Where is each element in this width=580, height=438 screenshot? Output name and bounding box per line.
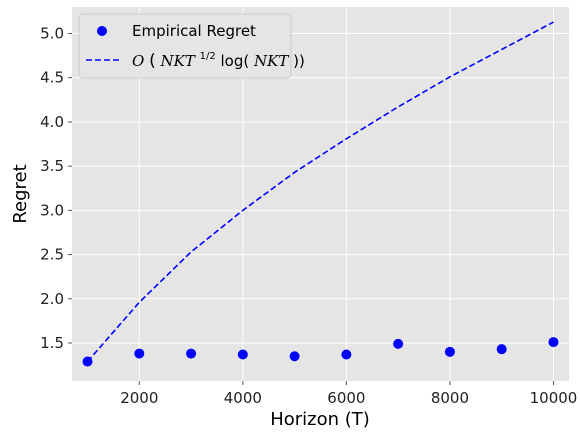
x-tick-label: 4000 [224,389,262,407]
legend-bound-o: O [132,52,144,70]
empirical-regret-point [186,348,197,359]
empirical-regret-point [496,344,507,355]
legend-box [78,13,292,79]
x-tick-label: 10000 [530,389,578,407]
legend: Empirical Regret O ( NKT 1/2 log( NKT )) [78,13,305,79]
y-tick-label: 4.0 [40,113,64,131]
empirical-regret-point [444,346,455,357]
legend-bound-nkt: NKT [160,52,196,70]
empirical-regret-point [548,337,559,348]
y-tick-label: 2.0 [40,290,64,308]
y-tick-label: 3.0 [40,201,64,219]
empirical-regret-point [393,338,404,349]
y-tick-label: 3.5 [40,157,64,175]
y-tick-label: 4.5 [40,69,64,87]
empirical-regret-point [134,348,145,359]
grid-lines [72,7,569,381]
x-tick-label: 8000 [431,389,469,407]
y-tick-label: 2.5 [40,246,64,264]
tick-labels: 2000 4000 6000 8000 10000 1.5 2.0 2.5 3.0 3.5 4.0 4… [40,25,577,407]
y-axis-label: Regret [10,164,31,223]
legend-bound-nkt2: NKT [253,52,289,70]
y-tick-label: 1.5 [40,334,64,352]
empirical-regret-point [289,351,300,362]
legend-bound-close: )) [293,52,305,70]
empirical-regret-point [341,349,352,360]
empirical-regret-markers [82,337,559,367]
x-axis-label: Horizon (T) [270,409,370,430]
legend-bound-exp: 1/2 [200,51,216,62]
legend-label-bound: O ( NKT 1/2 log( NKT )) [132,45,305,71]
legend-label-empirical: Empirical Regret [132,22,256,40]
legend-bound-open: ( [149,51,156,71]
legend-bound-log: log( [221,52,250,70]
x-tick-label: 2000 [120,389,158,407]
y-tick-label: 5.0 [40,25,64,43]
legend-marker-empirical [97,26,107,36]
empirical-regret-point [237,349,248,360]
empirical-regret-point [82,356,93,367]
x-tick-label: 6000 [327,389,365,407]
